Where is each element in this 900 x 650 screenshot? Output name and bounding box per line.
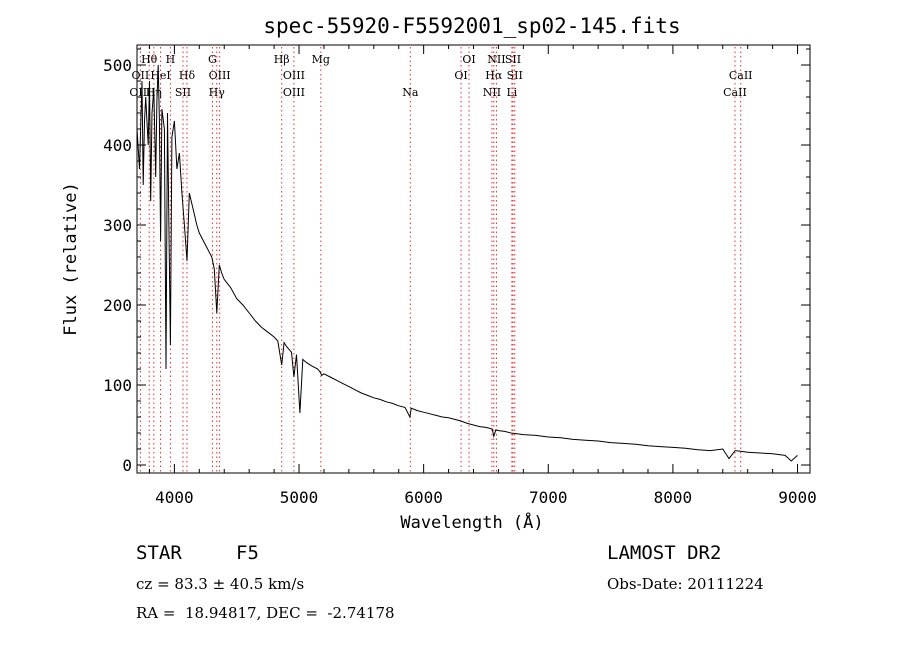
spectral-line-label: HeI bbox=[150, 69, 170, 82]
y-tick-label: 300 bbox=[103, 216, 132, 235]
spectral-line-label: Hγ bbox=[209, 86, 226, 99]
spectral-line-label: G bbox=[208, 53, 217, 66]
spectral-line-label: Hβ bbox=[274, 53, 290, 66]
x-tick-label: 9000 bbox=[778, 488, 817, 507]
spectral-line-labels: HθOIIOIIIHHeIHηHδSIIGOIIIHγHβOIIIOIIIMgN… bbox=[129, 53, 752, 99]
x-tick-label: 4000 bbox=[155, 488, 194, 507]
spectral-line-label: NII bbox=[483, 86, 501, 99]
x-tick-label: 7000 bbox=[529, 488, 568, 507]
x-tick-label: 8000 bbox=[654, 488, 693, 507]
spectral-line-label: OI bbox=[462, 53, 475, 66]
y-tick-label: 0 bbox=[122, 456, 132, 475]
spectral-line-label: SII bbox=[505, 53, 521, 66]
x-tick-label: 6000 bbox=[404, 488, 443, 507]
spectral-line-label: OIII bbox=[283, 69, 305, 82]
spectral-line-label: H bbox=[166, 53, 176, 66]
x-tick-label: 5000 bbox=[280, 488, 319, 507]
spectral-line-label: SII bbox=[175, 86, 191, 99]
x-axis-ticks: 4000 5000 6000 7000 8000 9000 bbox=[148, 45, 817, 507]
obs-date-label: Obs-Date: 20111224 bbox=[607, 575, 764, 593]
y-axis-label: Flux (relative) bbox=[61, 182, 81, 336]
spectral-line-markers bbox=[139, 47, 742, 472]
y-tick-label: 400 bbox=[103, 136, 132, 155]
y-tick-label: 100 bbox=[103, 376, 132, 395]
spectral-line-label: Hα bbox=[485, 69, 503, 82]
chart-title: spec-55920-F5592001_sp02-145.fits bbox=[263, 14, 680, 38]
class-label: STAR bbox=[136, 542, 182, 564]
spectral-line-label: CaII bbox=[723, 86, 747, 99]
y-tick-label: 500 bbox=[103, 56, 132, 75]
spectral-line-label: OIII bbox=[283, 86, 305, 99]
spectral-line-label: OII bbox=[132, 69, 150, 82]
spectral-line-label: OI bbox=[454, 69, 467, 82]
coordinates-label: RA = 18.94817, DEC = -2.74178 bbox=[136, 604, 395, 622]
subclass-label: F5 bbox=[236, 542, 259, 564]
spectral-line-label: Li bbox=[506, 86, 517, 99]
plot-frame bbox=[136, 44, 811, 474]
redshift-label: cz = 83.3 ± 40.5 km/s bbox=[136, 575, 305, 593]
x-axis-label: Wavelength (Å) bbox=[400, 511, 543, 533]
spectral-line-label: Mg bbox=[312, 53, 330, 66]
spectral-line-label: CaII bbox=[729, 69, 753, 82]
spectral-line-label: SII bbox=[507, 69, 523, 82]
spectral-line-label: Na bbox=[402, 86, 419, 99]
spectral-line-label: Hθ bbox=[141, 53, 158, 66]
survey-label: LAMOST DR2 bbox=[607, 542, 722, 564]
y-axis-ticks: 0 100 200 300 400 500 bbox=[103, 48, 810, 475]
spectral-line-label: NII bbox=[487, 53, 505, 66]
spectral-line-label: OIII bbox=[129, 86, 151, 99]
spectrum-series-line bbox=[136, 64, 798, 462]
spectral-line-label: Hδ bbox=[179, 69, 196, 82]
spectral-line-label: OIII bbox=[209, 69, 231, 82]
y-tick-label: 200 bbox=[103, 296, 132, 315]
